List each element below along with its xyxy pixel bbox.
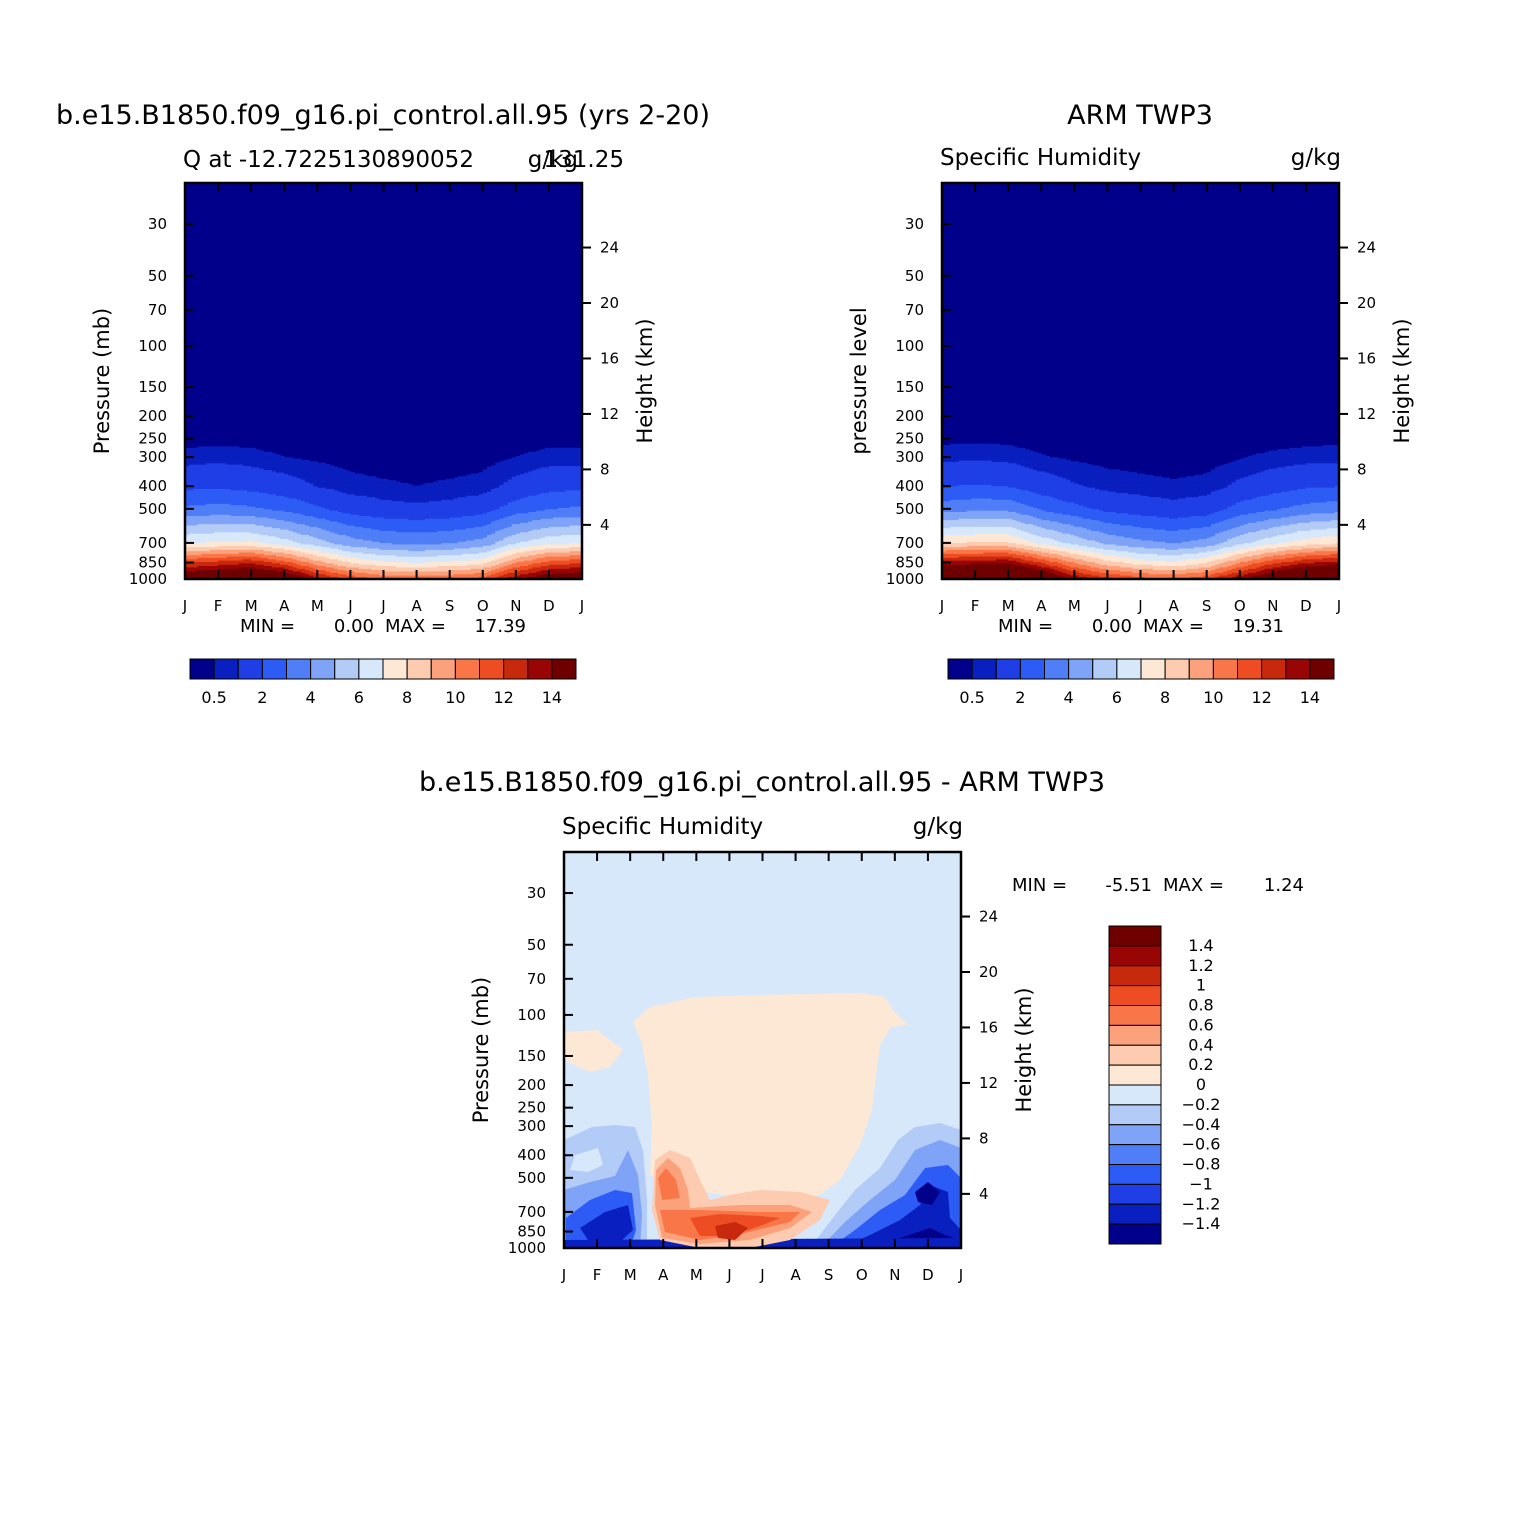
model-panel: b.e15.B1850.f09_g16.pi_control.all.95 (y… (56, 100, 710, 707)
model-main-title: b.e15.B1850.f09_g16.pi_control.all.95 (y… (56, 100, 710, 131)
model-field (185, 183, 583, 580)
model-right-string: g/kg (528, 147, 578, 173)
model-left-string: Q at -12.7225130890052 (183, 147, 474, 173)
